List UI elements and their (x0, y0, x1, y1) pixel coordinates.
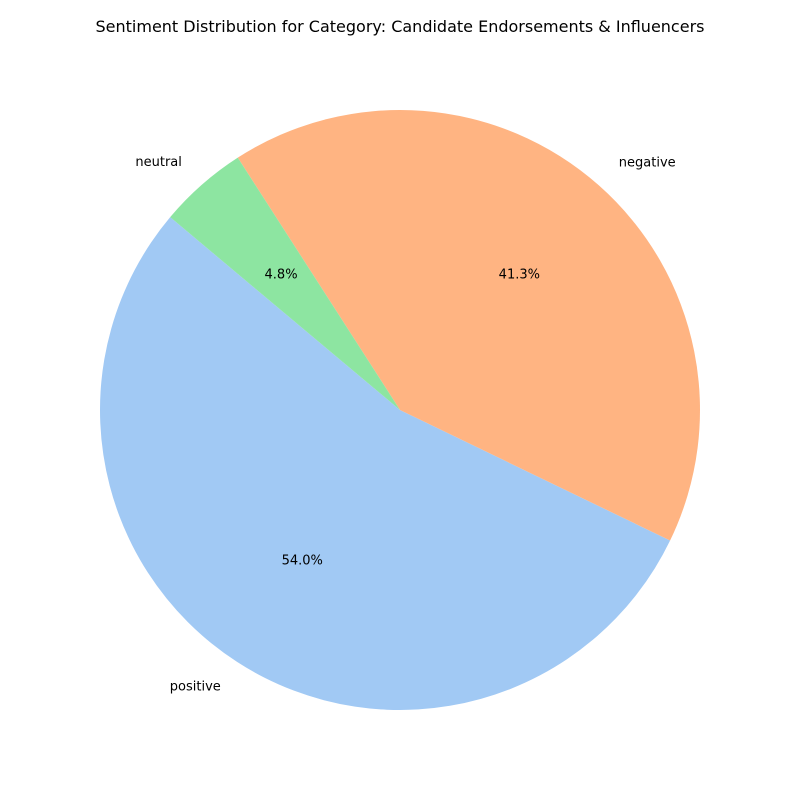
pct-label-neutral: 4.8% (265, 267, 298, 282)
slice-label-positive: positive (170, 680, 221, 695)
pct-label-negative: 41.3% (499, 268, 540, 283)
slice-label-neutral: neutral (135, 155, 182, 170)
pie-slice-negative (237, 109, 701, 541)
pct-label-positive: 54.0% (282, 554, 323, 569)
chart-title: Sentiment Distribution for Category: Can… (96, 17, 705, 36)
pie-slice-neutral (170, 157, 400, 410)
pie-slices (100, 109, 701, 710)
pie-slice-positive (100, 217, 671, 710)
pie-labels: positive 54.0% negative 41.3% neutral 4.8% (135, 155, 675, 695)
slice-label-negative: negative (619, 155, 676, 170)
